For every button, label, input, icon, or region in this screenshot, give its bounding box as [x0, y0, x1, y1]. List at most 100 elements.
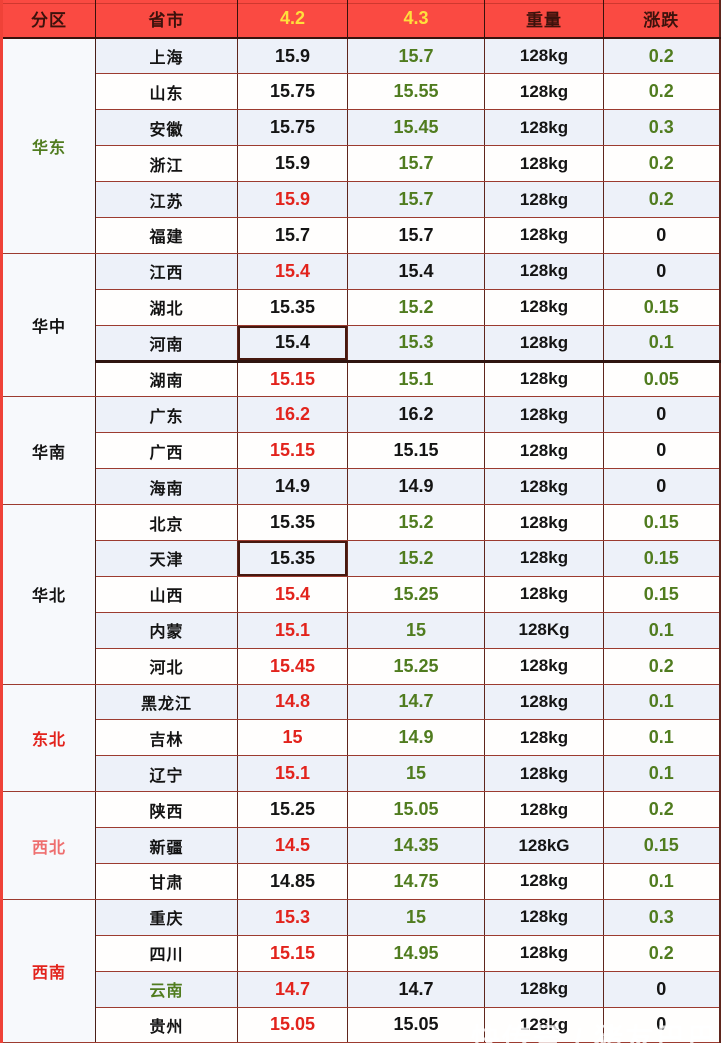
- weight-cell: 128kg: [484, 863, 604, 900]
- weight-cell: 128kg: [484, 971, 604, 1008]
- change-cell: 0.15: [603, 576, 720, 613]
- province-cell: 内蒙: [95, 612, 238, 649]
- change-cell: 0: [603, 971, 720, 1008]
- change-cell: 0.2: [603, 791, 720, 829]
- change-cell: 0.2: [603, 648, 720, 685]
- province-cell: 广西: [95, 432, 238, 470]
- table-row: 浙江 15.9 15.7 128kg 0.2: [2, 145, 720, 183]
- weight-cell: 128kg: [484, 719, 604, 757]
- province-cell: 海南: [95, 468, 238, 506]
- change-cell: 0.2: [603, 38, 720, 75]
- price-4-2-cell: 15.15: [237, 361, 348, 398]
- weight-cell: 128kg: [484, 899, 604, 936]
- change-cell: 0.1: [603, 612, 720, 649]
- region-cell: 华北: [1, 504, 96, 685]
- change-cell: 0.15: [603, 827, 720, 864]
- price-4-3-cell: 14.7: [347, 971, 485, 1008]
- price-4-2-cell: 15.75: [237, 109, 348, 147]
- weight-cell: 128kg: [484, 468, 604, 506]
- region-cell: 西北: [1, 791, 96, 900]
- table-row: 广西 15.15 15.15 128kg 0: [2, 432, 720, 470]
- table-row: 贵州 15.05 15.05 128kg 0: [2, 1007, 720, 1044]
- change-cell: 0: [603, 253, 720, 290]
- weight-cell: 128kg: [484, 361, 604, 398]
- header-date-4-2: 4.2: [237, 0, 348, 39]
- price-4-2-cell: 15.7: [237, 217, 348, 254]
- weight-cell: 128kg: [484, 73, 604, 111]
- weight-cell: 128kg: [484, 935, 604, 972]
- header-date-4-3: 4.3: [347, 0, 485, 39]
- province-cell: 安徽: [95, 109, 238, 147]
- weight-cell: 128kg: [484, 648, 604, 685]
- price-4-3-cell: 14.35: [347, 827, 485, 864]
- price-4-3-cell: 15.45: [347, 109, 485, 147]
- price-4-3-cell: 15.4: [347, 253, 485, 290]
- table-row: 江苏 15.9 15.7 128kg 0.2: [2, 181, 720, 218]
- weight-cell: 128kg: [484, 396, 604, 434]
- price-4-3-cell: 15.7: [347, 181, 485, 218]
- header-row: 分区 省市 4.2 4.3 重量 涨跌: [1, 0, 720, 39]
- change-cell: 0.2: [603, 145, 720, 183]
- weight-cell: 128kg: [484, 684, 604, 721]
- province-cell: 湖北: [95, 289, 238, 326]
- weight-cell: 128kg: [484, 217, 604, 254]
- change-cell: 0: [603, 396, 720, 434]
- province-cell: 福建: [95, 217, 238, 254]
- price-4-3-cell: 15.7: [347, 217, 485, 254]
- header-weight: 重量: [484, 0, 604, 39]
- change-cell: 0.2: [603, 935, 720, 972]
- weight-cell: 128kg: [484, 1007, 604, 1044]
- change-cell: 0.3: [603, 109, 720, 147]
- price-4-2-cell: 15.05: [237, 1007, 348, 1044]
- weight-cell: 128Kg: [484, 612, 604, 649]
- region-cell: 华中: [1, 253, 96, 398]
- weight-cell: 128kg: [484, 755, 604, 793]
- province-cell: 辽宁: [95, 755, 238, 793]
- price-4-2-cell: 15.45: [237, 648, 348, 685]
- price-4-3-cell: 15: [347, 612, 485, 649]
- price-4-3-cell: 15.25: [347, 648, 485, 685]
- price-4-2-cell: 14.9: [237, 468, 348, 506]
- province-cell: 云南: [95, 971, 238, 1008]
- table-row: 新疆 14.5 14.35 128kG 0.15: [2, 827, 720, 864]
- price-4-3-cell: 15.2: [347, 540, 485, 577]
- price-4-2-cell: 15.1: [237, 755, 348, 793]
- province-cell: 天津: [95, 540, 238, 577]
- table-row: 西北 陕西 15.25 15.05 128kg 0.2: [1, 791, 720, 900]
- price-4-2-cell: 14.5: [237, 827, 348, 864]
- table-row: 四川 15.15 14.95 128kg 0.2: [2, 935, 720, 972]
- price-4-2-cell: 15.35: [237, 540, 348, 577]
- price-4-2-cell: 15.3: [237, 899, 348, 936]
- province-cell: 山西: [95, 576, 238, 613]
- province-cell: 新疆: [95, 827, 238, 864]
- weight-cell: 128kg: [484, 325, 604, 363]
- change-cell: 0.1: [603, 325, 720, 363]
- province-cell: 浙江: [95, 145, 238, 183]
- table-row: 湖北 15.35 15.2 128kg 0.15: [2, 289, 720, 326]
- province-cell: 甘肃: [95, 863, 238, 900]
- table-row: 甘肃 14.85 14.75 128kg 0.1: [2, 863, 720, 900]
- header-province: 省市: [95, 0, 238, 39]
- price-4-2-cell: 14.8: [237, 684, 348, 721]
- weight-cell: 128kg: [484, 432, 604, 470]
- price-4-3-cell: 14.7: [347, 684, 485, 721]
- change-cell: 0.15: [603, 289, 720, 326]
- table-row: 华中 江西 15.4 15.4 128kg 0: [1, 253, 720, 398]
- province-cell: 陕西: [95, 791, 238, 829]
- change-cell: 0.3: [603, 899, 720, 936]
- price-4-3-cell: 15.05: [347, 1007, 485, 1044]
- table-row: 山东 15.75 15.55 128kg 0.2: [2, 73, 720, 111]
- province-cell: 山东: [95, 73, 238, 111]
- change-cell: 0: [603, 1007, 720, 1044]
- table-row: 河北 15.45 15.25 128kg 0.2: [2, 648, 720, 685]
- price-4-3-cell: 15.15: [347, 432, 485, 470]
- price-4-2-cell: 15.35: [237, 289, 348, 326]
- price-4-2-cell: 15.4: [237, 576, 348, 613]
- table-row: 湖南 15.15 15.1 128kg 0.05: [2, 361, 720, 398]
- price-4-3-cell: 15.25: [347, 576, 485, 613]
- province-cell: 四川: [95, 935, 238, 972]
- table-row: 安徽 15.75 15.45 128kg 0.3: [2, 109, 720, 147]
- table-row: 山西 15.4 15.25 128kg 0.15: [2, 576, 720, 613]
- price-4-2-cell: 15.9: [237, 38, 348, 75]
